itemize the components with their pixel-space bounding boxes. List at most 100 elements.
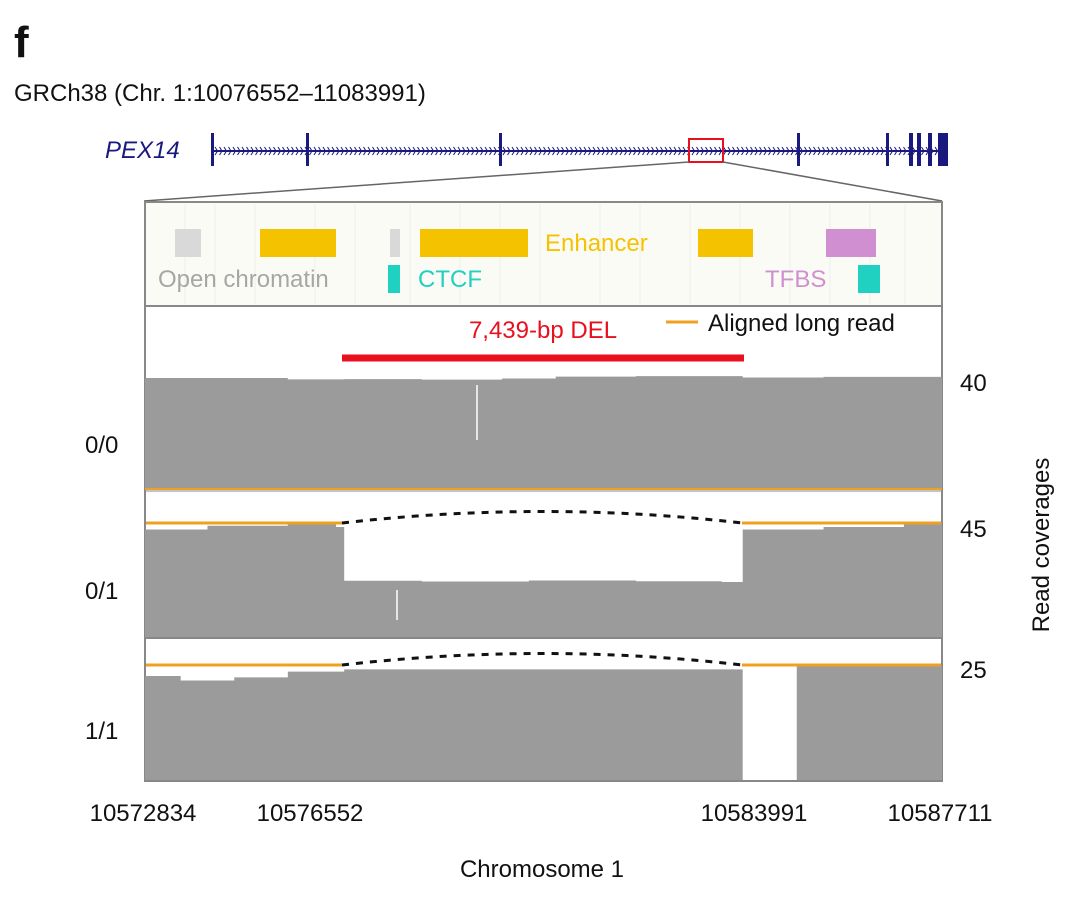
regulatory-grid <box>184 204 906 304</box>
intron-arrow <box>606 146 610 156</box>
intron-arrow <box>232 146 237 156</box>
enhancer-region <box>260 229 336 257</box>
x-axis-title: Chromosome 1 <box>459 856 625 883</box>
intron-arrow <box>453 146 457 156</box>
exon-mark <box>917 133 921 166</box>
intron-arrow <box>502 146 507 156</box>
gene-track <box>143 133 948 202</box>
deletion-label: 7,439-bp DEL <box>468 317 618 344</box>
intron-arrow <box>768 146 772 156</box>
zoom-box <box>688 138 724 163</box>
intron-arrow <box>538 146 543 156</box>
intron-arrow <box>750 146 754 156</box>
intron-arrow <box>772 146 777 156</box>
split-read-gap <box>341 510 743 525</box>
intron-arrow <box>880 146 885 156</box>
intron-arrow <box>732 146 736 156</box>
intron-arrow <box>934 146 939 156</box>
intron-arrow <box>534 146 538 156</box>
intron-arrow <box>295 146 300 156</box>
genotype-label: 0/1 <box>85 578 119 605</box>
intron-arrow <box>741 146 745 156</box>
intron-arrow <box>804 146 808 156</box>
exon-mark <box>211 133 214 166</box>
intron-arrow <box>381 146 385 156</box>
intron-arrow <box>237 146 241 156</box>
intron-arrow <box>912 146 916 156</box>
intron-arrow <box>372 146 376 156</box>
intron-arrow <box>376 146 381 156</box>
intron-arrow <box>435 146 439 156</box>
intron-arrow <box>547 146 552 156</box>
intron-arrow <box>489 146 493 156</box>
intron-arrow <box>219 146 223 156</box>
intron-arrow <box>709 146 714 156</box>
exon-mark <box>499 133 502 166</box>
intron-arrow <box>520 146 525 156</box>
intron-arrow <box>633 146 637 156</box>
gene-name: PEX14 <box>105 137 180 164</box>
intron-arrow <box>862 146 867 156</box>
intron-arrow <box>705 146 709 156</box>
intron-arrow <box>597 146 601 156</box>
intron-arrow <box>214 146 219 156</box>
intron-arrow <box>282 146 286 156</box>
intron-arrow <box>570 146 574 156</box>
intron-arrow <box>615 146 619 156</box>
intron-arrow <box>516 146 520 156</box>
intron-arrow <box>799 146 804 156</box>
intron-arrow <box>624 146 628 156</box>
coverage-0-0 <box>145 376 942 488</box>
intron-arrow <box>646 146 651 156</box>
intron-arrow <box>867 146 871 156</box>
intron-arrow <box>286 146 291 156</box>
intron-arrow <box>327 146 331 156</box>
intron-arrow <box>903 146 907 156</box>
x-tick-label: 10572834 <box>89 800 197 827</box>
intron-arrow <box>669 146 673 156</box>
intron-arrow <box>345 146 349 156</box>
intron-arrow <box>894 146 898 156</box>
open-chromatin-region <box>390 229 400 257</box>
intron-arrow <box>358 146 363 156</box>
intron-arrow <box>264 146 268 156</box>
regulatory-track <box>144 201 943 307</box>
intron-arrow <box>475 146 480 156</box>
intron-arrow <box>484 146 489 156</box>
exon-mark <box>909 133 913 166</box>
intron-arrow <box>790 146 795 156</box>
intron-arrow <box>619 146 624 156</box>
intron-arrow <box>610 146 615 156</box>
intron-arrow <box>223 146 228 156</box>
intron-arrow <box>507 146 511 156</box>
intron-arrow <box>543 146 547 156</box>
intron-arrow <box>228 146 232 156</box>
intron-arrow <box>556 146 561 156</box>
intron-arrow <box>759 146 763 156</box>
ctcf-label: CTCF <box>418 266 482 293</box>
intron-arrow <box>421 146 426 156</box>
exon-mark <box>886 133 889 166</box>
intron-arrow <box>588 146 592 156</box>
intron-arrow <box>813 146 817 156</box>
intron-arrow <box>525 146 529 156</box>
intron-arrow <box>480 146 484 156</box>
intron-arrow <box>664 146 669 156</box>
intron-arrow <box>579 146 583 156</box>
intron-arrow <box>430 146 435 156</box>
intron-arrow <box>642 146 646 156</box>
legend-label: Aligned long read <box>708 310 895 337</box>
intron-arrow <box>561 146 565 156</box>
zoom-line-right <box>722 161 943 202</box>
intron-arrow <box>763 146 768 156</box>
intron-arrow <box>835 146 840 156</box>
intron-arrow <box>471 146 475 156</box>
open-chromatin-label: Open chromatin <box>158 266 329 293</box>
intron-arrow <box>349 146 354 156</box>
intron-arrow <box>876 146 880 156</box>
intron-arrow <box>700 146 705 156</box>
coverage-1-1 <box>145 665 942 780</box>
intron-arrow <box>817 146 822 156</box>
intron-arrow <box>300 146 304 156</box>
intron-arrow <box>844 146 849 156</box>
